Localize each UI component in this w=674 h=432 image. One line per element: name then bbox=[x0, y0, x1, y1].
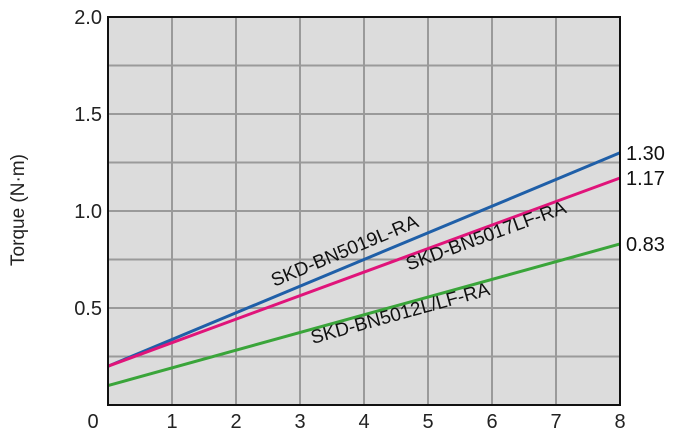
end-value-label: 1.17 bbox=[626, 168, 665, 190]
plot-frame bbox=[107, 16, 621, 406]
x-tick-label: 6 bbox=[486, 411, 497, 432]
y-tick-label: 0.5 bbox=[74, 298, 102, 320]
x-tick-label: 7 bbox=[550, 411, 561, 432]
x-tick-label: 0 bbox=[87, 411, 98, 432]
end-value-labels: 1.30 1.17 0.83 bbox=[626, 143, 665, 256]
x-tick-label: 1 bbox=[166, 411, 177, 432]
x-tick-label: 8 bbox=[614, 411, 625, 432]
x-tick-labels: 0 1 2 3 4 5 6 7 8 bbox=[87, 411, 625, 432]
y-axis-label: Torque (N·m) bbox=[8, 154, 29, 266]
end-value-label: 0.83 bbox=[626, 234, 665, 256]
x-tick-label: 5 bbox=[422, 411, 433, 432]
y-tick-label: 2.0 bbox=[74, 7, 102, 29]
series-line bbox=[107, 151, 621, 368]
y-tick-labels: 0.5 1.0 1.5 2.0 bbox=[74, 7, 102, 320]
end-value-label: 1.30 bbox=[626, 143, 665, 165]
x-tick-label: 2 bbox=[230, 411, 241, 432]
x-tick-label: 4 bbox=[358, 411, 369, 432]
y-tick-label: 1.0 bbox=[74, 201, 102, 223]
series-line bbox=[107, 242, 621, 388]
series-line bbox=[107, 176, 621, 368]
y-tick-label: 1.5 bbox=[74, 104, 102, 126]
x-tick-label: 3 bbox=[294, 411, 305, 432]
series-lines bbox=[107, 151, 621, 388]
